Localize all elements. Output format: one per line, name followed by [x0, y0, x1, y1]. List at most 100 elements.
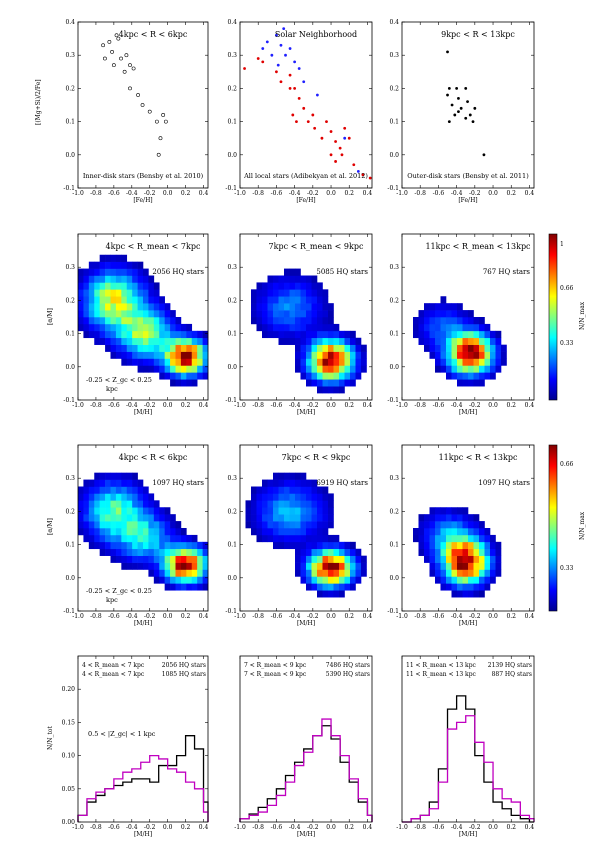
x-tick-label: -0.4 [451, 824, 463, 831]
heatmap-cell [350, 379, 356, 387]
heatmap-cell [328, 337, 334, 345]
heatmap-cell [317, 303, 323, 311]
heatmap-cell [256, 493, 263, 501]
heatmap-cell [153, 528, 160, 536]
heatmap-cell [110, 541, 117, 550]
heatmap-cell [322, 372, 329, 380]
heatmap-cell [159, 323, 165, 332]
heatmap-cell [191, 351, 198, 359]
heatmap-cell [479, 541, 485, 550]
heatmap-cell [317, 514, 323, 522]
heatmap-cell [418, 541, 425, 550]
heatmap-cell [121, 507, 128, 515]
data-point [107, 40, 112, 44]
heatmap-cell [262, 486, 268, 494]
heatmap-cell [278, 303, 285, 311]
heatmap-cell [143, 541, 149, 550]
x-tick-label: 0.0 [326, 402, 336, 409]
data-point [131, 66, 136, 71]
heatmap-cell [446, 569, 452, 577]
heatmap-cell [473, 365, 480, 373]
x-tick-label: -1.0 [72, 613, 84, 620]
data-point [473, 106, 477, 110]
heatmap-cell [99, 507, 106, 515]
heatmap-cell [78, 521, 84, 529]
heatmap-cell [105, 486, 111, 494]
heatmap-cell [300, 296, 307, 304]
heatmap-cell [94, 296, 100, 304]
heatmap-cell [148, 507, 155, 515]
heatmap-cell [164, 569, 171, 577]
x-tick-label: 0.0 [326, 824, 336, 831]
heatmap-cell [311, 541, 318, 550]
heatmap-cell [350, 358, 356, 366]
heatmap-cell [306, 534, 312, 543]
heatmap-cell [256, 289, 263, 297]
axes-frame [77, 233, 209, 401]
y-tick-label: 0.10 [62, 753, 76, 760]
heatmap-cell [446, 310, 452, 318]
heatmap-cell [495, 330, 502, 339]
heatmap-cell [495, 358, 502, 366]
heatmap-cell [170, 541, 176, 550]
heatmap-cell [355, 548, 362, 556]
histogram-step-line [77, 754, 209, 822]
heatmap-cell [440, 365, 447, 373]
data-point [243, 67, 246, 70]
heatmap-cell [501, 358, 507, 366]
data-point [302, 106, 306, 110]
heatmap-cell [159, 303, 165, 311]
heatmap-cell [267, 289, 274, 297]
heatmap-cell [197, 351, 203, 359]
heatmap-cell [148, 310, 155, 318]
ylabel-row3: [α/M] [47, 518, 54, 535]
heatmap-cell [159, 365, 165, 373]
x-tick-label: 0.2 [506, 402, 516, 409]
heatmap-cell [484, 569, 491, 577]
heatmap-cell [132, 310, 138, 318]
heatmap-cell [284, 323, 290, 332]
heatmap-cell [197, 365, 203, 373]
heatmap-cell [424, 303, 430, 311]
heatmap-cell [186, 379, 193, 387]
axes-frame [77, 444, 209, 612]
heatmap-cell [306, 500, 312, 508]
heatmap-cell [462, 534, 469, 543]
star-count: 767 HQ stars [483, 268, 531, 276]
heatmap-cell [83, 289, 90, 297]
data-point [156, 152, 161, 157]
heatmap-cell [300, 576, 307, 584]
heatmap-cell [110, 486, 117, 494]
heatmap-cell [78, 507, 84, 515]
heatmap-cell [251, 486, 257, 494]
heatmap-cell [137, 344, 144, 352]
heatmap-cell [440, 521, 447, 529]
heatmap-cell [99, 323, 106, 332]
heatmap-cell [468, 562, 474, 570]
heatmap-cell [295, 507, 301, 515]
heatmap-cell [159, 317, 165, 325]
heatmap-cell [457, 337, 463, 345]
y-tick-label: -0.1 [225, 608, 237, 615]
heatmap-cell [289, 486, 296, 494]
heatmap-cell [339, 583, 345, 591]
heatmap-cell [278, 472, 285, 480]
heatmap-cell [126, 310, 133, 318]
x-tick-label: 0.2 [506, 824, 516, 831]
heatmap-cell [273, 303, 279, 311]
heatmap-cell [289, 507, 296, 515]
y-tick-label: 0.0 [389, 152, 399, 159]
heatmap-cell [273, 310, 279, 318]
heatmap-cell [328, 323, 334, 332]
heatmap-cell [148, 521, 155, 529]
heatmap-cell [273, 323, 279, 332]
heatmap-cell [435, 548, 441, 556]
heatmap-cell [278, 500, 285, 508]
x-tick-label: 0.4 [199, 824, 209, 831]
heatmap-cell [153, 344, 160, 352]
heatmap-cell [289, 337, 296, 345]
heatmap-cell [148, 514, 155, 522]
heatmap-cell [191, 576, 198, 584]
heatmap-cell [440, 351, 447, 359]
heatmap-cell [267, 275, 274, 283]
